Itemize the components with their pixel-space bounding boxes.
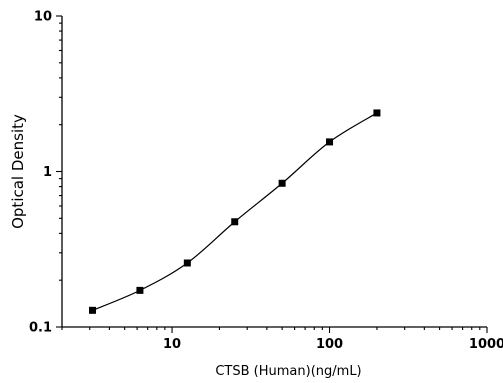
ticks — [56, 15, 488, 333]
data-point — [183, 259, 191, 267]
fit-curve — [92, 112, 378, 311]
x-axis-title: CTSB (Human)(ng/mL) — [215, 364, 361, 379]
data-point — [373, 109, 381, 117]
x-tick-label: 100 — [316, 337, 343, 352]
y-tick-label: 1 — [43, 165, 52, 180]
data-point — [278, 179, 286, 187]
y-axis-title: Optical Density — [9, 114, 27, 229]
data-point — [89, 306, 97, 314]
tick-labels: 0.1 1 10 10 100 1000 — [29, 10, 503, 353]
y-tick-label: 10 — [34, 10, 52, 25]
data-point — [326, 138, 334, 146]
x-tick-label: 10 — [163, 337, 181, 352]
plot-area — [89, 109, 381, 314]
data-point — [231, 218, 239, 226]
axis-titles: CTSB (Human)(ng/mL) Optical Density — [9, 114, 362, 379]
data-point — [136, 286, 144, 294]
y-tick-label: 0.1 — [29, 321, 52, 336]
axes — [61, 16, 487, 328]
x-tick-label: 1000 — [469, 337, 503, 352]
